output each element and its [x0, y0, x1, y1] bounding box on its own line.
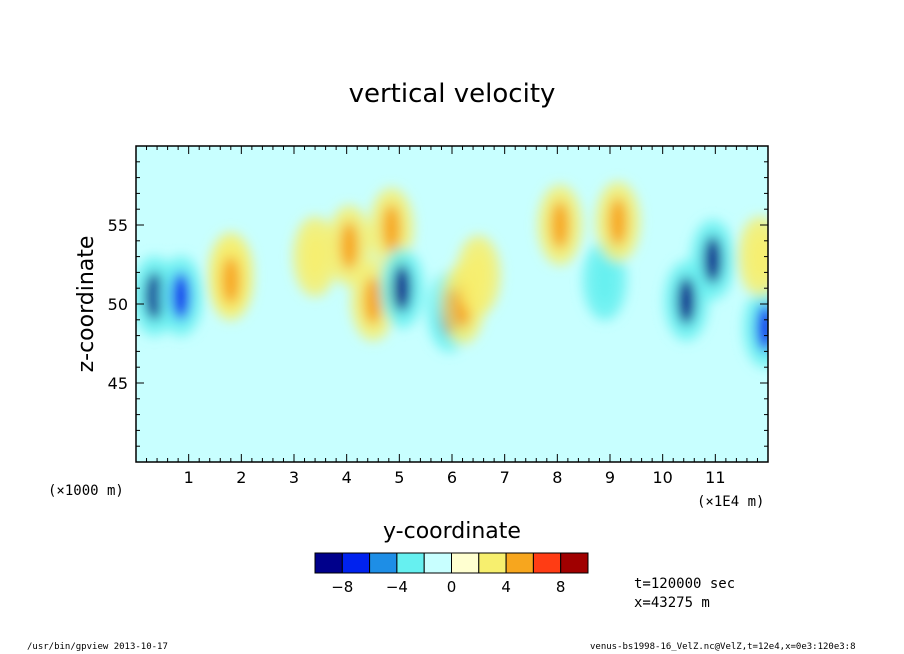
chart-title: vertical velocity: [349, 79, 556, 109]
colorbar-tick-label: 0: [447, 578, 457, 596]
y-tick-label: 45: [108, 374, 128, 393]
field-core: [221, 256, 240, 305]
colorbar-tick-label: 4: [501, 578, 511, 596]
field-core: [677, 276, 696, 325]
x-axis-label: y-coordinate: [383, 519, 521, 544]
field-core: [364, 276, 382, 325]
footer-left: /usr/bin/gpview 2013-10-17: [27, 642, 168, 652]
x-unit-left: (×1000 m): [48, 483, 124, 499]
x-tick-label: 7: [500, 468, 510, 487]
colorbar-swatch: [478, 552, 507, 574]
field-core: [171, 272, 190, 321]
contour-field: [136, 146, 768, 462]
field-core: [608, 197, 627, 246]
colorbar: [314, 552, 589, 574]
field-core: [306, 232, 325, 281]
colorbar-tick-label: −8: [331, 578, 353, 596]
colorbar-swatch: [369, 552, 398, 574]
colorbar-swatch: [505, 552, 534, 574]
x-tick-label: 9: [605, 468, 615, 487]
field-core: [751, 232, 768, 281]
x-tick-label: 8: [552, 468, 562, 487]
field-core: [145, 272, 164, 321]
colorbar-tick-label: 8: [556, 578, 566, 596]
colorbar-swatch: [423, 552, 453, 574]
time-info: t=120000 sec: [634, 576, 736, 592]
x-tick-label: 3: [289, 468, 299, 487]
field-core: [550, 201, 569, 249]
x-tick-label: 2: [236, 468, 246, 487]
field-core: [469, 251, 488, 300]
colorbar-swatch: [532, 552, 562, 574]
field-core: [756, 303, 768, 352]
field-core: [703, 235, 722, 284]
x-axis-ticks: 1 2 3 4 5 6 7 8 9 10 11: [135, 146, 769, 487]
colorbar-swatch: [396, 552, 425, 574]
y-tick-label: 55: [108, 216, 128, 235]
colorbar-swatch: [314, 552, 343, 574]
colorbar-tick-label: −4: [386, 578, 408, 596]
y-axis-ticks: 45 50 55: [108, 145, 768, 463]
colorbar-swatch: [341, 552, 371, 574]
field-core: [392, 264, 411, 313]
colorbar-ticks: −8 −4 0 4 8: [331, 578, 565, 596]
colorbar-swatch: [560, 552, 589, 574]
field-core: [382, 204, 401, 253]
y-axis-label: z-coordinate: [74, 236, 99, 373]
y-tick-label: 50: [108, 295, 128, 314]
x-tick-label: 6: [447, 468, 457, 487]
x-tick-label: 1: [184, 468, 194, 487]
x-tick-label: 5: [394, 468, 404, 487]
x-tick-label: 4: [342, 468, 352, 487]
x-position-info: x=43275 m: [634, 595, 710, 611]
x-tick-label: 11: [705, 468, 725, 487]
field-core: [340, 221, 359, 270]
field-core: [595, 256, 614, 305]
footer-right: venus-bs1998-16_VelZ.nc@VelZ,t=12e4,x=0e…: [590, 642, 856, 652]
x-unit-right: (×1E4 m): [697, 494, 764, 510]
x-tick-label: 10: [652, 468, 672, 487]
colorbar-swatch: [451, 552, 480, 574]
